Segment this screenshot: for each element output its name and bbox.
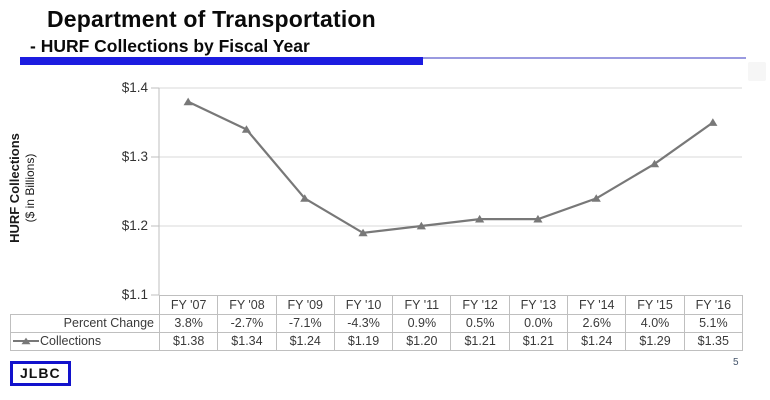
table-cell: $1.20 [392, 332, 452, 351]
accent-thin-line [423, 57, 746, 59]
collections-row-label: Collections [10, 332, 160, 351]
data-point-marker [183, 97, 193, 106]
x-axis-label: FY '08 [217, 295, 277, 315]
table-cell: $1.24 [275, 332, 335, 351]
accent-bar [20, 57, 423, 65]
data-point-marker [475, 214, 485, 223]
y-axis-tick-label: $1.4 [121, 80, 148, 95]
x-axis-label: FY '15 [625, 295, 685, 315]
x-axis-label: FY '13 [508, 295, 569, 315]
percent-change-row-label: Percent Change [10, 314, 160, 333]
page-number: 5 [733, 357, 739, 368]
table-cell: $1.38 [158, 332, 219, 351]
x-axis-label: FY '16 [683, 295, 743, 315]
table-cell: 2.6% [567, 314, 627, 333]
table-cell: $1.24 [567, 332, 627, 351]
table-corner-blank [10, 295, 160, 315]
x-axis-label: FY '14 [567, 295, 627, 315]
x-axis-label: FY '07 [158, 295, 219, 315]
data-point-marker [358, 228, 368, 237]
y-axis-tick-label: $1.3 [121, 149, 148, 164]
table-cell: -7.1% [275, 314, 335, 333]
table-cell: $1.21 [508, 332, 569, 351]
table-cell: 5.1% [683, 314, 743, 333]
jlbc-logo: JLBC [10, 361, 71, 386]
data-point-marker [708, 118, 718, 126]
collections-line [187, 100, 714, 235]
page-subtitle-text: - HURF Collections by Fiscal Year [30, 36, 310, 59]
page-subtitle: - HURF Collections by Fiscal Year [30, 36, 310, 59]
table-cell: 0.9% [392, 314, 452, 333]
table-cell: $1.29 [625, 332, 685, 351]
page-title: Department of Transportation [47, 6, 376, 32]
line-chart [151, 87, 742, 296]
x-axis-label: FY '10 [333, 295, 394, 315]
background-artifact [748, 62, 766, 81]
legend-key-icon [13, 337, 39, 345]
table-cell: 4.0% [625, 314, 685, 333]
x-axis-label: FY '09 [275, 295, 335, 315]
table-cell: 0.5% [450, 314, 510, 333]
chart-data-table: FY '07 FY '08 FY '09 FY '10 FY '11 FY '12 FY '… [10, 295, 743, 351]
data-point-marker [241, 125, 252, 133]
x-axis-label: FY '12 [450, 295, 510, 315]
table-cell: 0.0% [508, 314, 569, 333]
table-cell: -2.7% [217, 314, 277, 333]
data-point-marker [533, 214, 543, 223]
table-cell: $1.34 [217, 332, 277, 351]
data-point-marker [591, 194, 601, 202]
data-point-marker [416, 221, 426, 230]
data-point-marker [300, 194, 310, 202]
table-cell: -4.3% [333, 314, 394, 333]
table-cell: 3.8% [158, 314, 219, 333]
table-cell: $1.19 [333, 332, 394, 351]
y-axis-tick-label: $1.2 [121, 218, 148, 233]
table-cell: $1.35 [683, 332, 743, 351]
table-cell: $1.21 [450, 332, 510, 351]
data-point-marker [649, 159, 660, 168]
x-axis-label: FY '11 [392, 295, 452, 315]
